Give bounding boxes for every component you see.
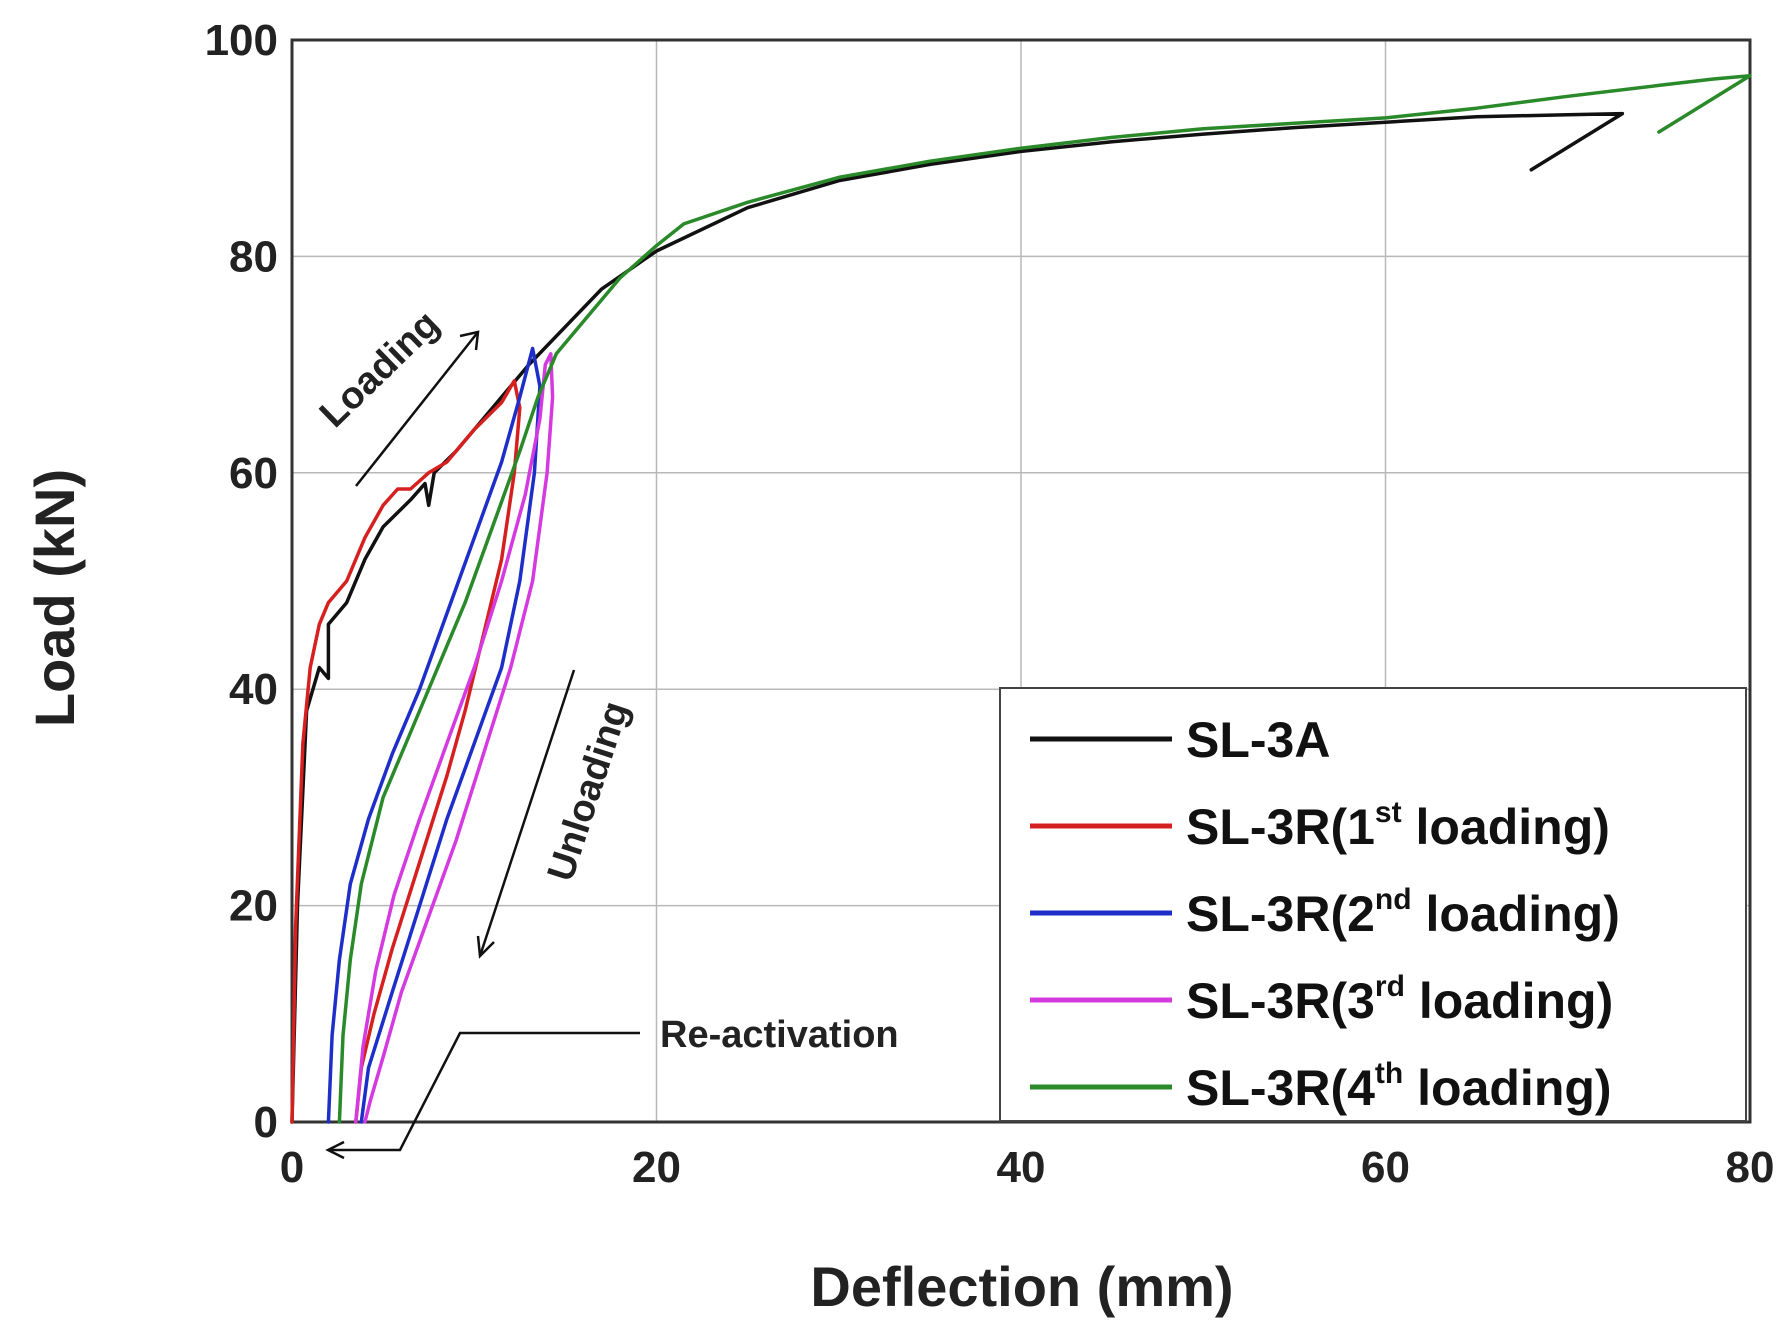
y-tick-label: 80 [229,232,278,281]
y-tick-labels: 0 20 40 60 80 100 [205,16,278,1147]
legend: SL-3A SL-3R(1st loading) SL-3R(2nd loading… [999,687,1747,1122]
unloading-arrow [478,669,576,957]
x-tick-label: 40 [997,1143,1046,1192]
y-tick-label: 60 [229,449,278,498]
series-line-5 [337,73,1752,1124]
x-tick-label: 0 [280,1143,304,1192]
y-tick-label: 0 [254,1098,278,1147]
reactivation-annotation: Re-activation [325,1014,899,1160]
reactivation-label: Re-activation [660,1014,899,1056]
x-tick-label: 60 [1361,1143,1410,1192]
y-tick-label: 20 [229,882,278,931]
y-axis-title: Load (kN) [23,469,86,727]
y-tick-label: 100 [205,16,278,65]
reactivation-leader [328,1031,640,1152]
series-line-4 [354,352,555,1124]
y-tick-label: 40 [229,665,278,714]
series-lines [290,73,1752,1124]
x-axis-title: Deflection (mm) [810,1255,1233,1318]
loading-arrow [355,331,479,487]
reactivation-arrowhead [325,1140,345,1160]
loading-annotation: Loading [312,303,480,487]
legend-label: SL-3R(3rd loading) [1186,970,1613,1029]
unloading-annotation: Unloading [476,669,637,959]
loading-label: Loading [312,303,447,436]
series-line-3 [326,346,542,1124]
x-tick-label: 20 [632,1143,681,1192]
legend-label: SL-3R(2nd loading) [1186,883,1620,942]
series-line-2 [290,379,522,1124]
legend-label: SL-3R(4th loading) [1186,1057,1612,1116]
x-tick-label: 80 [1726,1143,1775,1192]
x-tick-labels: 0 20 40 60 80 [280,1143,1775,1192]
unloading-arrowhead [476,935,495,959]
unloading-label: Unloading [540,696,637,886]
legend-label: SL-3A [1186,712,1330,768]
legend-label: SL-3R(1st loading) [1186,796,1610,855]
legend-box [999,687,1747,1122]
loading-arrowhead [459,330,480,351]
